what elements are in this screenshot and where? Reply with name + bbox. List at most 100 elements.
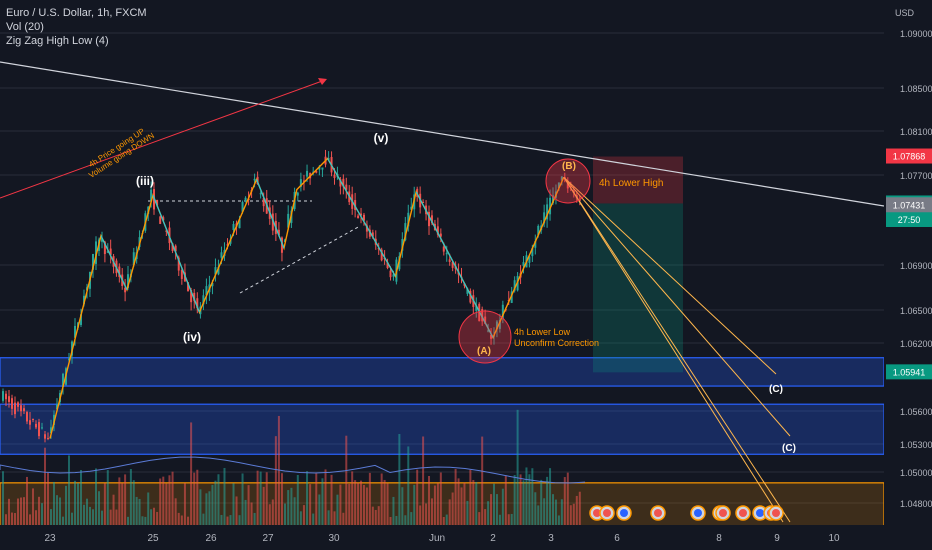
projection-line[interactable] — [563, 176, 777, 375]
volume-bar — [546, 476, 549, 525]
price-tick: 1.08500 — [900, 84, 932, 94]
volume-bar — [442, 516, 445, 525]
projection-line[interactable] — [563, 176, 791, 523]
vol-indicator-label[interactable]: Vol (20) — [6, 21, 44, 33]
candle-body — [401, 239, 404, 251]
short-position-tool[interactable] — [593, 156, 683, 373]
volume-bar — [398, 434, 401, 525]
volume-bar — [324, 469, 327, 525]
volume-bar — [101, 510, 103, 525]
support-zone-lower[interactable] — [0, 403, 885, 455]
volume-bar — [20, 497, 22, 525]
volume-bar — [226, 516, 229, 525]
highlight-circles[interactable] — [458, 158, 591, 364]
candle-body — [410, 206, 413, 210]
candle-body — [333, 174, 336, 178]
volume-bar — [199, 489, 202, 525]
time-tick: 23 — [44, 533, 56, 544]
candle-body — [299, 179, 302, 187]
candle-body — [407, 212, 410, 227]
time-axis[interactable]: 23 25 26 27 30 Jun 2 3 6 8 9 10 — [0, 525, 932, 550]
price-label-tag[interactable] — [886, 212, 932, 227]
wave-helper-line — [327, 158, 396, 277]
volume-bar — [463, 482, 466, 525]
volume-bar — [121, 483, 124, 525]
candle-body — [451, 261, 454, 268]
volume-bar — [232, 483, 235, 525]
wave-label: (A) — [477, 346, 491, 357]
volume-bar — [53, 481, 55, 525]
price-axis[interactable]: USD 1.09000 1.08500 1.08100 1.07700 1.06900 1.… — [884, 0, 932, 550]
candle-body — [226, 244, 229, 246]
candle-body — [180, 269, 183, 279]
price-label-tag[interactable] — [886, 197, 932, 213]
candle-body — [306, 170, 309, 177]
price-tick: 1.06900 — [900, 261, 932, 271]
trendlines[interactable] — [0, 61, 885, 294]
arrow-head-icon — [318, 78, 327, 85]
price-zones — [0, 357, 885, 543]
volume-bar — [150, 509, 153, 525]
candle-body — [557, 182, 560, 189]
support-zone-upper[interactable] — [0, 357, 885, 387]
time-tick: 3 — [548, 533, 554, 544]
volume-bar — [362, 484, 365, 525]
candle-body — [371, 232, 374, 237]
volume-bar — [357, 482, 360, 525]
descending-trendline[interactable] — [0, 61, 885, 207]
time-tick: 9 — [774, 533, 780, 544]
price-label-tag[interactable] — [886, 148, 932, 164]
economic-events[interactable] — [589, 505, 784, 521]
candle-body — [14, 402, 16, 415]
volume-bar — [490, 494, 493, 525]
volume-bar — [220, 514, 223, 525]
volume-bar — [68, 455, 70, 525]
ascending-red-line[interactable] — [0, 79, 326, 199]
candle-body — [546, 204, 549, 220]
volume-bar — [59, 497, 61, 525]
candle-body — [187, 282, 190, 292]
volume-bar — [365, 487, 368, 525]
candle-body — [92, 254, 94, 270]
volume-bar — [132, 480, 135, 525]
time-tick: 27 — [262, 533, 274, 544]
volume-bar — [493, 483, 495, 525]
volume-bar — [578, 491, 581, 525]
volume-bar — [44, 447, 46, 525]
volume-bar — [469, 469, 472, 525]
zigzag-indicator-label[interactable]: Zig Zag High Low (4) — [6, 35, 109, 47]
projection-line[interactable] — [563, 176, 791, 437]
volume-bar — [223, 467, 226, 525]
candle-body — [44, 434, 46, 439]
price-tick: 1.06200 — [900, 339, 932, 349]
price-tick: 1.07700 — [900, 171, 932, 181]
price-label-tag[interactable] — [886, 364, 932, 380]
price-tick: 1.06500 — [900, 306, 932, 316]
candle-body — [481, 309, 484, 322]
volume-bar — [560, 499, 563, 525]
symbol-title[interactable]: Euro / U.S. Dollar, 1h, FXCM — [6, 7, 147, 19]
wave-labels: (iii) (iv) (v) (A) (B) (C) (C) — [136, 131, 796, 454]
volume-bar — [540, 479, 543, 525]
candle-body — [442, 246, 445, 252]
circle-wave-b[interactable] — [545, 158, 591, 204]
volume-bar — [109, 509, 112, 525]
volume-bar — [510, 513, 513, 525]
volume-bar — [466, 500, 469, 525]
circle-wave-a[interactable] — [458, 310, 512, 364]
take-profit-zone[interactable] — [593, 203, 683, 373]
support-dashed-line[interactable] — [239, 225, 361, 294]
stop-loss-zone[interactable] — [593, 156, 683, 204]
event-flag-dot — [772, 509, 780, 517]
projection-lines[interactable] — [563, 176, 791, 523]
volume-bar — [472, 479, 475, 525]
candle-body — [469, 290, 472, 303]
volume-bar — [413, 484, 416, 525]
volume-bar — [454, 469, 457, 525]
candle-body — [531, 248, 534, 257]
projection-line[interactable] — [563, 176, 784, 523]
candle-body — [365, 225, 368, 232]
candle-body — [109, 248, 112, 255]
candle-body — [159, 216, 162, 224]
